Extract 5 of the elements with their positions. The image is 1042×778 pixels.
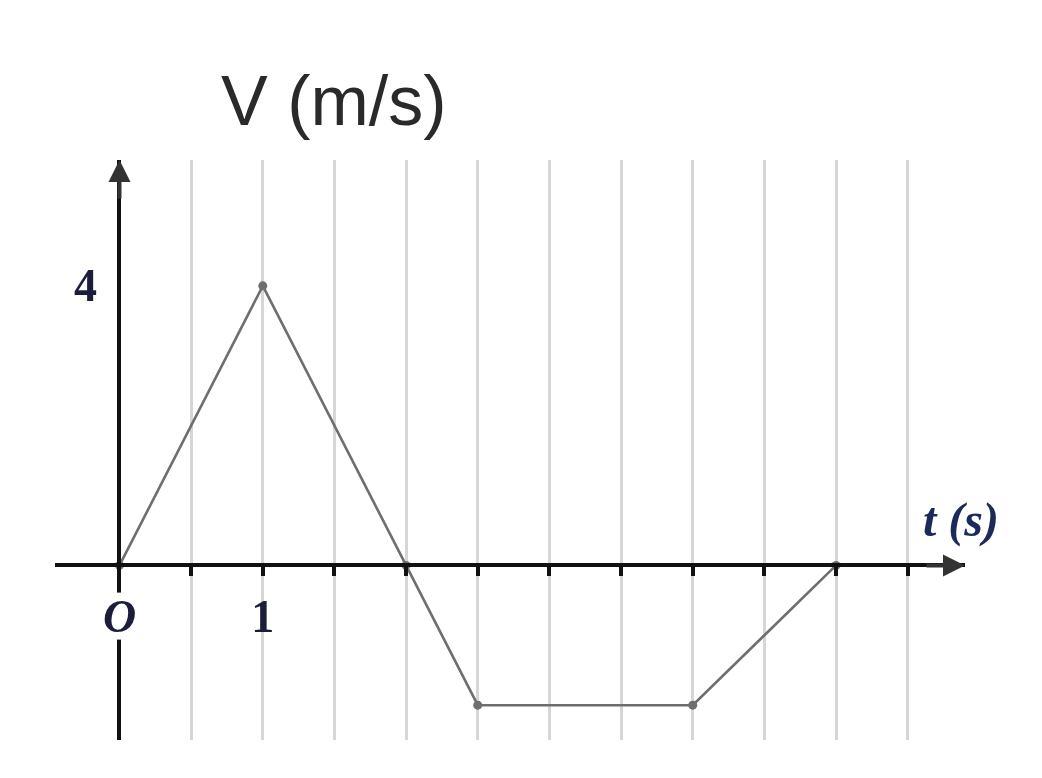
y-axis-title: V (m/s)	[221, 62, 447, 140]
x-tick-label: 1	[251, 590, 275, 642]
x-tick-label: O	[102, 590, 137, 642]
x-axis-title: t (s)	[923, 493, 999, 547]
annotation: 4	[74, 260, 97, 311]
